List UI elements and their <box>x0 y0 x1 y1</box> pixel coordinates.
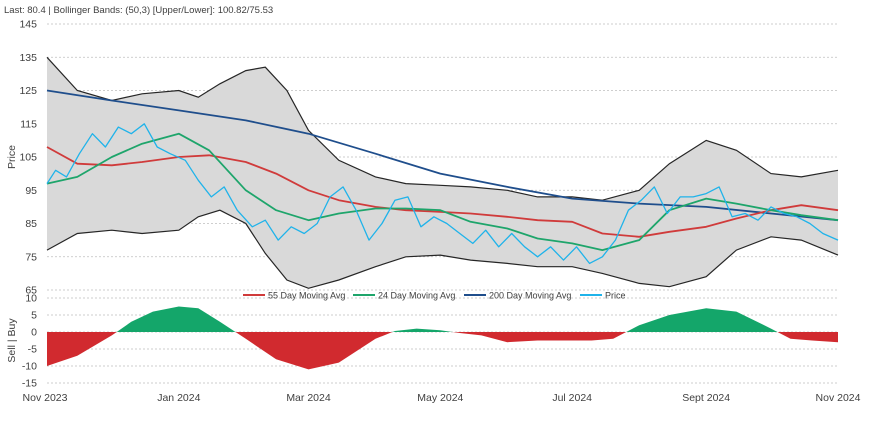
legend-label: 24 Day Moving Avg <box>378 291 455 301</box>
chart-legend: 55 Day Moving Avg 24 Day Moving Avg 200 Da… <box>243 291 626 301</box>
x-tick-label: Jan 2024 <box>157 392 200 404</box>
price-tick-label: 135 <box>19 52 37 64</box>
chart-info-text: Last: 80.4 | Bollinger Bands: (50,3) [Up… <box>4 5 273 16</box>
price-line <box>46 123 839 265</box>
signal-tick-label: -5 <box>28 344 37 356</box>
legend-item: 200 Day Moving Avg <box>464 291 571 301</box>
legend-label: 200 Day Moving Avg <box>489 291 571 301</box>
price-axis-label: Price <box>6 145 18 169</box>
price-tick-label: 65 <box>25 285 37 297</box>
x-tick-label: Jul 2024 <box>552 392 592 404</box>
signal-tick-label: -10 <box>22 361 37 373</box>
legend-item: 24 Day Moving Avg <box>353 291 455 301</box>
legend-label: Price <box>605 291 626 301</box>
price-tick-label: 125 <box>19 85 37 97</box>
bollinger-upper-line <box>46 56 839 201</box>
x-tick-label: Nov 2023 <box>23 392 68 404</box>
legend-label: 55 Day Moving Avg <box>268 291 345 301</box>
signal-tick-label: 0 <box>31 327 37 339</box>
bollinger-band-area <box>47 57 838 289</box>
price-tick-label: 145 <box>19 19 37 31</box>
price-panel: 65 75 85 95 105 115 125 135 145 Price <box>6 19 839 297</box>
x-tick-label: Nov 2024 <box>816 392 861 404</box>
bollinger-lower-line <box>46 209 839 289</box>
price-tick-label: 115 <box>20 118 37 130</box>
buy-signal-area <box>47 306 838 332</box>
price-tick-label: 85 <box>25 218 37 230</box>
x-tick-label: Sept 2024 <box>682 392 730 404</box>
ma24-line <box>46 132 839 252</box>
legend-item: Price <box>580 291 626 301</box>
signal-tick-label: 10 <box>25 293 37 305</box>
x-tick-label: May 2024 <box>417 392 463 404</box>
price-tick-label: 75 <box>25 251 37 263</box>
x-axis: Nov 2023 Jan 2024 Mar 2024 May 2024 Jul 2024… <box>23 392 861 404</box>
signal-axis-label: Sell | Buy <box>6 318 18 363</box>
price-tick-label: 95 <box>25 185 37 197</box>
x-tick-label: Mar 2024 <box>286 392 331 404</box>
signal-panel: 10 5 0 -5 -10 -15 Sell | Buy <box>6 293 838 390</box>
legend-item: 55 Day Moving Avg <box>243 291 345 301</box>
price-tick-label: 105 <box>19 152 37 164</box>
ma200-line <box>46 89 839 222</box>
signal-tick-label: 5 <box>31 310 37 322</box>
signal-tick-label: -15 <box>22 378 37 390</box>
sell-signal-area <box>47 332 838 370</box>
